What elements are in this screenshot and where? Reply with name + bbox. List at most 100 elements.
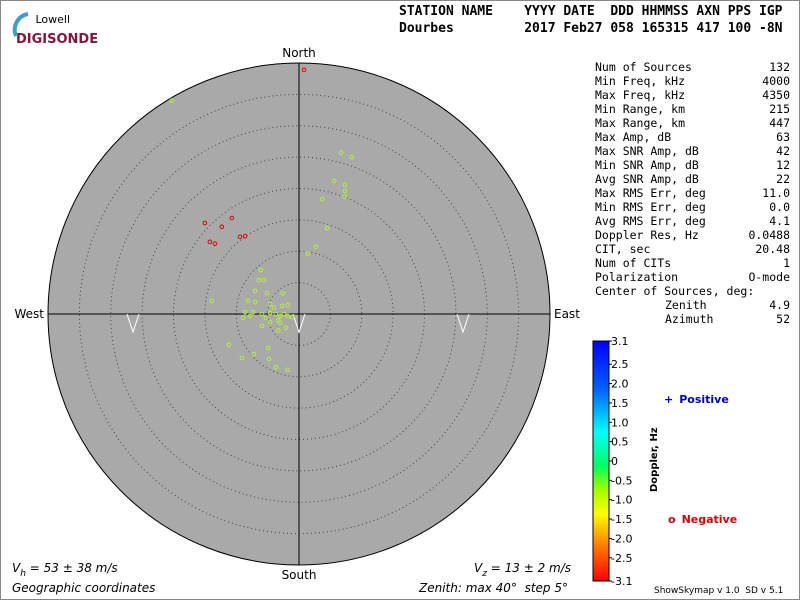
v-subscript: z <box>481 569 487 579</box>
source-point <box>338 150 344 156</box>
colorbar-tick-label: -3.1 <box>611 575 632 588</box>
source-point <box>226 342 232 348</box>
colorbar-tick-label: 1.0 <box>611 416 629 429</box>
source-point <box>279 303 285 309</box>
stat-label: Doppler Res, Hz <box>595 228 699 242</box>
source-point <box>252 299 258 305</box>
source-point <box>259 323 265 329</box>
stat-value: 63 <box>776 130 790 144</box>
colorbar-tick-label: 2.5 <box>611 358 629 371</box>
stat-value: 4000 <box>762 74 790 88</box>
source-point <box>256 277 262 283</box>
colorbar-tick-label: 1.5 <box>611 397 629 410</box>
legend-label: Negative <box>682 513 738 526</box>
source-point <box>250 309 256 315</box>
stat-value: O-mode <box>748 270 790 284</box>
colorbar-tick-label: 0 <box>611 455 618 468</box>
legend-positive: + Positive <box>664 393 729 406</box>
source-point <box>271 305 277 311</box>
source-point <box>285 367 291 373</box>
direction-label: South <box>282 568 317 582</box>
source-point <box>240 315 246 321</box>
source-point <box>265 345 271 351</box>
footer-coords: Geographic coordinates <box>12 581 155 595</box>
v-text: = 13 ± 2 m/s <box>487 561 571 575</box>
v-symbol: V <box>12 561 21 575</box>
source-point <box>289 314 295 320</box>
source-point <box>267 319 273 325</box>
stats-table: Num of Sources 132 Min Freq, kHz 4000 Max Fr… <box>595 60 790 326</box>
source-point <box>277 313 283 319</box>
stat-label: Max Range, km <box>595 116 685 130</box>
legend-label: Positive <box>679 393 729 406</box>
source-point <box>280 290 285 296</box>
source-point <box>281 311 287 317</box>
colorbar <box>592 340 610 582</box>
v-subscript: h <box>20 569 26 579</box>
stat-value: 4350 <box>762 88 790 102</box>
source-point <box>245 298 251 304</box>
colorbar-tick-label: 3.1 <box>611 335 629 348</box>
logo-arc <box>12 12 29 37</box>
v-symbol: V <box>474 561 483 575</box>
source-point <box>261 277 267 283</box>
source-point <box>207 239 213 245</box>
stat-label: Center of Sources, deg: <box>595 284 754 298</box>
stat-value: 52 <box>776 312 790 326</box>
source-point <box>229 215 235 221</box>
stat-label: Min SNR Amp, dB <box>595 158 699 172</box>
source-point <box>331 178 337 184</box>
stat-label: Avg SNR Amp, dB <box>595 172 699 186</box>
source-point <box>342 188 348 194</box>
source-point <box>283 325 289 331</box>
source-point <box>342 182 348 188</box>
source-point <box>242 233 248 239</box>
source-point <box>277 320 283 326</box>
source-point <box>169 98 174 103</box>
v-marker <box>292 313 306 334</box>
v-text: = 53 ± 38 m/s <box>26 561 118 575</box>
stat-label: Max SNR Amp, dB <box>595 144 699 158</box>
colorbar-tick-label: -1.5 <box>611 513 632 526</box>
source-point <box>209 298 215 304</box>
source-point <box>324 225 330 231</box>
stat-value: 42 <box>776 144 790 158</box>
source-point <box>275 328 281 333</box>
header-line: STATION NAME YYYY DATE DDD HHMMSS AXN PP… <box>399 4 783 19</box>
colorbar-tick-label: 2.0 <box>611 378 629 391</box>
v-marker <box>126 313 140 334</box>
stat-label: Max RMS Err, deg <box>595 186 706 200</box>
stat-label: Polarization <box>595 270 678 284</box>
source-point <box>313 244 319 250</box>
source-point <box>219 224 225 230</box>
source-point <box>264 290 270 296</box>
plot: North South West East <box>14 46 580 582</box>
logo-bottom: DIGISONDE <box>16 32 98 47</box>
source-point <box>258 267 264 273</box>
direction-label: North <box>282 46 316 60</box>
source-point <box>301 67 307 73</box>
source-point <box>237 234 243 240</box>
footer-version: ShowSkymap v 1.0 SD v 5.1 <box>654 586 783 596</box>
source-point <box>252 288 258 294</box>
stat-label: CIT, sec <box>595 242 650 256</box>
source-point <box>247 313 253 319</box>
v-marker <box>456 313 470 334</box>
legend-negative: o Negative <box>668 513 737 526</box>
source-point <box>202 220 208 226</box>
source-point <box>319 196 325 202</box>
stat-value: 11.0 <box>762 186 790 200</box>
stat-value: 4.9 <box>769 298 790 312</box>
source-point <box>263 315 269 321</box>
stat-label: Num of CITs <box>595 256 671 270</box>
source-point <box>259 311 265 317</box>
source-point <box>239 355 245 361</box>
source-point <box>342 194 348 199</box>
colorbar-tick-label: -2.5 <box>611 552 632 565</box>
direction-label: West <box>14 307 44 321</box>
legend-symbol: + <box>664 393 673 406</box>
source-point <box>251 351 257 357</box>
stat-value: 0.0488 <box>748 228 790 242</box>
stat-label: Num of Sources <box>595 60 692 74</box>
